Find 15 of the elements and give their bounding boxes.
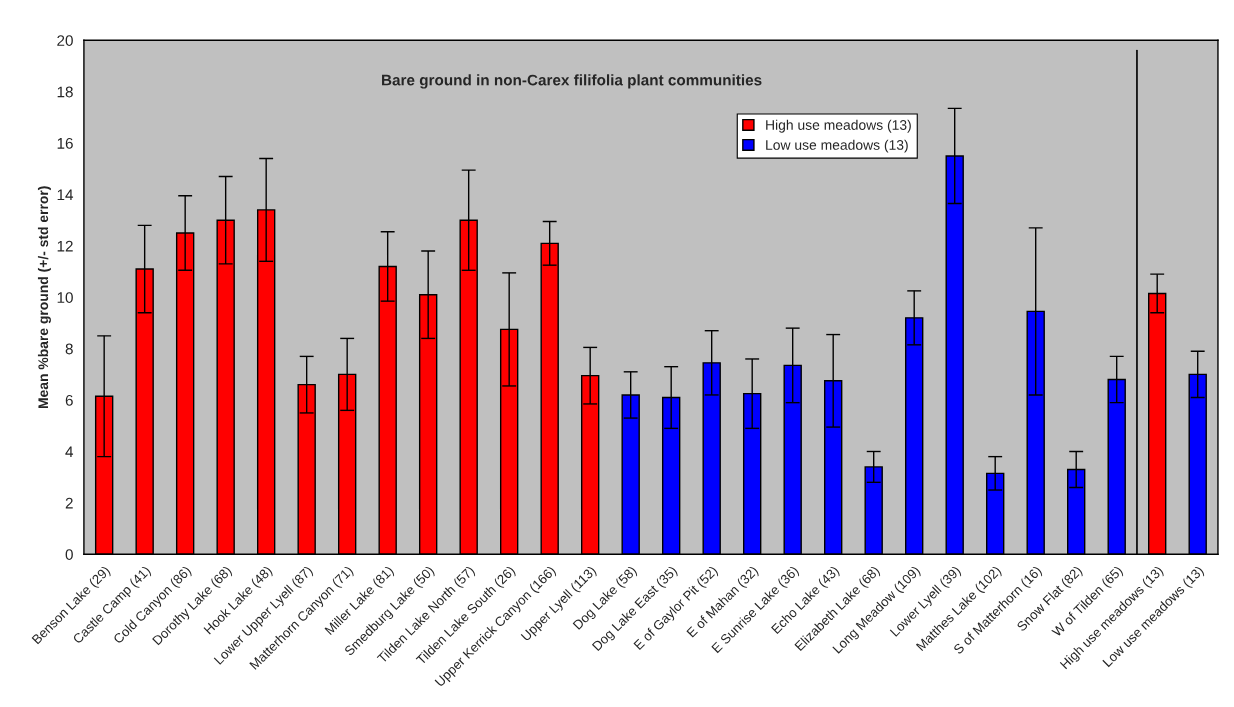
- y-tick-label: 16: [57, 137, 73, 149]
- y-tick-label: 6: [65, 394, 73, 406]
- legend-label: High use meadows (13): [766, 119, 911, 133]
- y-axis-title: Mean %bare ground (+/- std error): [37, 186, 51, 409]
- y-tick-label: 0: [65, 549, 73, 560]
- y-tick-label: 10: [57, 292, 73, 303]
- y-tick-label: 8: [65, 343, 73, 355]
- y-tick-label: 2: [65, 497, 73, 509]
- text: Bare ground in non-Carex filifolia plant communities: [382, 74, 762, 89]
- y-tick-label: 18: [57, 86, 73, 98]
- y-tick-label: 4: [65, 446, 74, 458]
- legend-label: Low use meadows (13): [766, 139, 908, 153]
- y-tick-label: 14: [57, 189, 74, 201]
- y-tick-label: 20: [57, 35, 73, 46]
- y-tick-label: 12: [57, 240, 73, 252]
